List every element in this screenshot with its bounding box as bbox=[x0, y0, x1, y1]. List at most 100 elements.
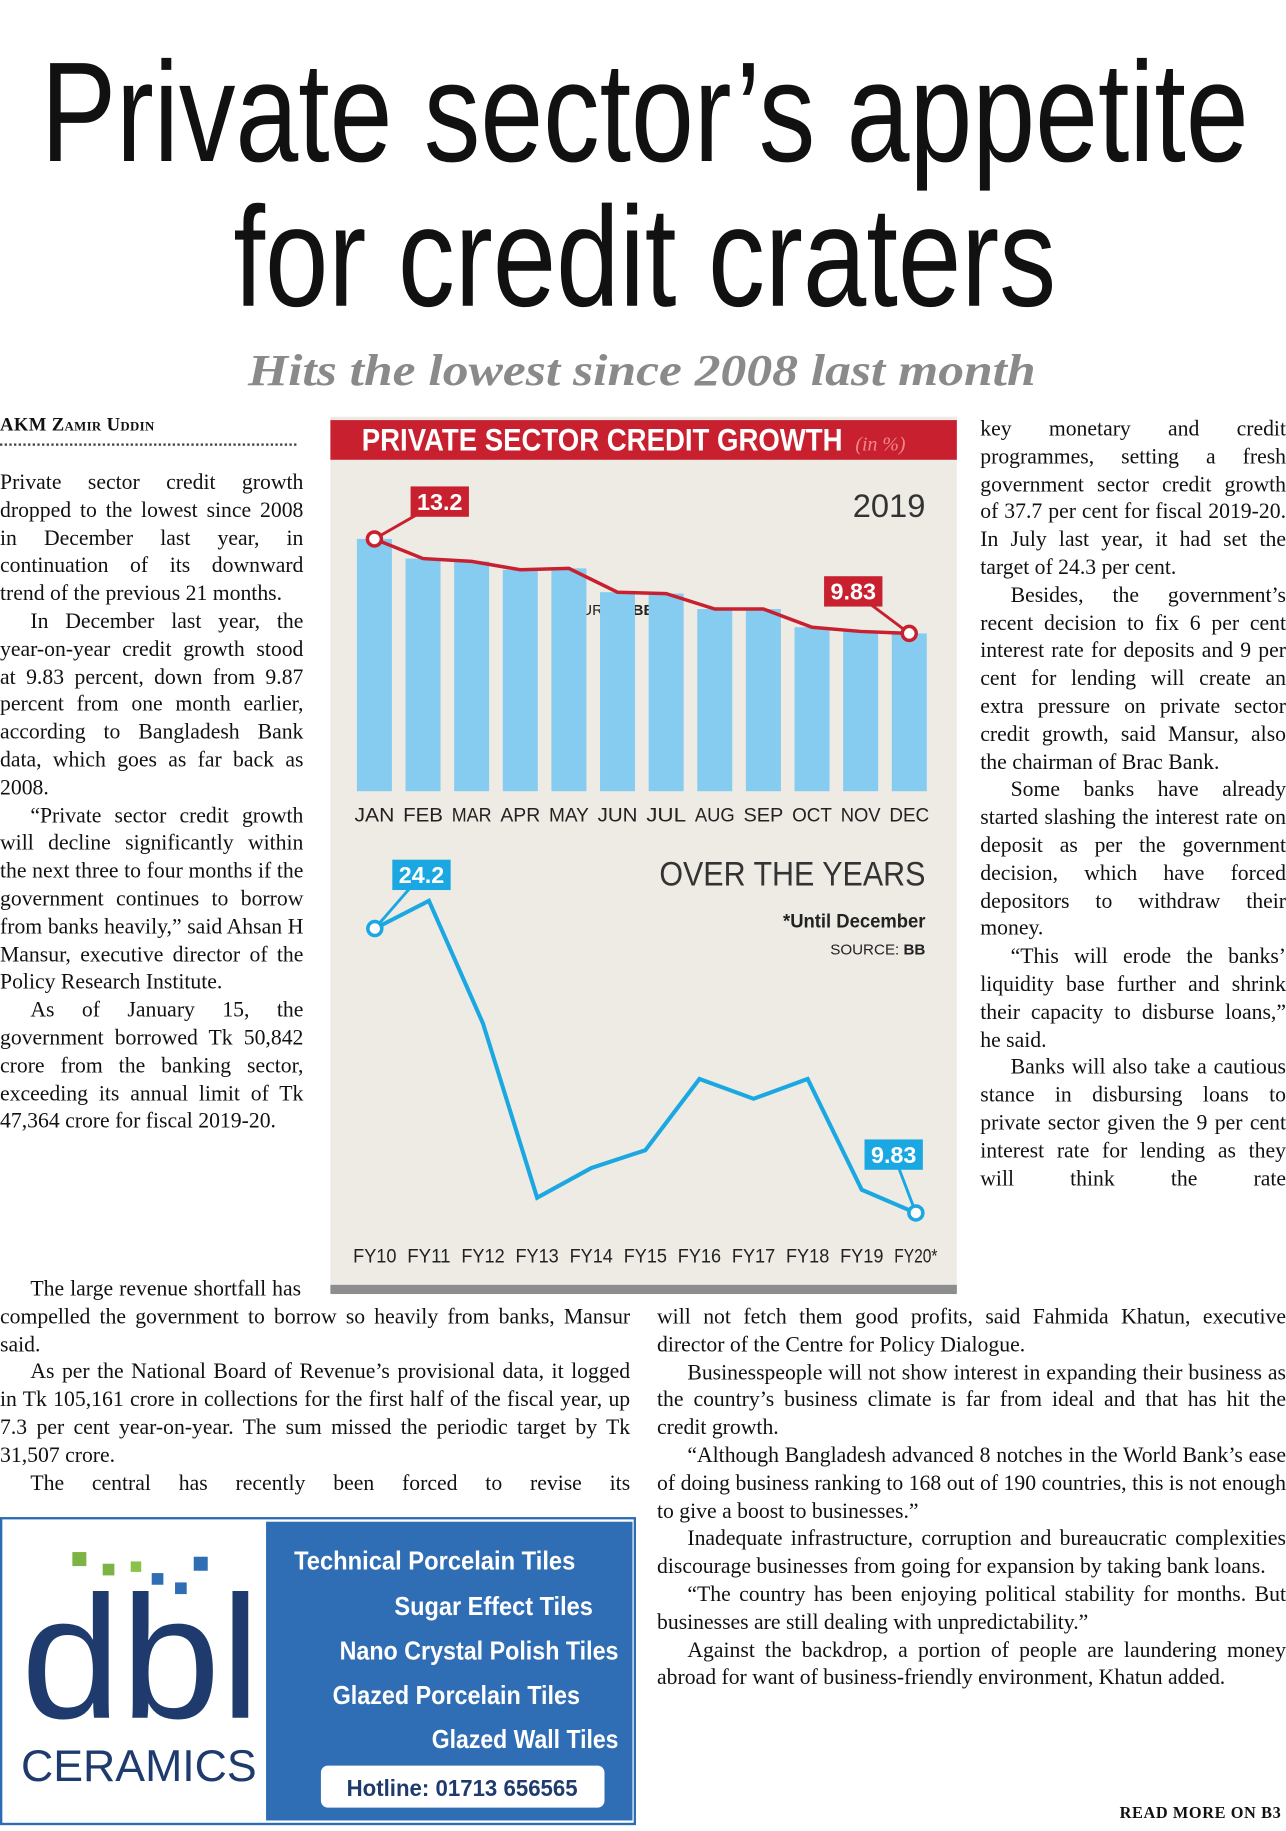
x-tick-label: FY11 bbox=[407, 1246, 450, 1268]
paragraph: The large revenue shortfall has compelle… bbox=[0, 1276, 631, 1357]
x-tick-label: FY20* bbox=[894, 1246, 938, 1268]
logo-square bbox=[130, 1561, 142, 1572]
paragraph: The central has recently been forced to … bbox=[30, 1471, 631, 1496]
column: The large revenue shortfall has compelle… bbox=[0, 1275, 630, 1497]
x-tick-label: FY16 bbox=[678, 1246, 721, 1268]
x-tick-label: FY14 bbox=[570, 1246, 613, 1268]
paragraph: “This will erode the banks’ liquidity ba… bbox=[980, 944, 1286, 1053]
line bbox=[373, 537, 910, 636]
bar bbox=[648, 593, 684, 792]
ad-hotline: Hotline: 01713 656565 bbox=[347, 1775, 578, 1801]
x-tick-label: DEC bbox=[889, 805, 929, 827]
value-label-box bbox=[824, 576, 883, 607]
value-label: 24.2 bbox=[399, 862, 444, 888]
ad-brand: CERAMICS bbox=[21, 1742, 257, 1791]
paragraph: In December last year, the year-on-year … bbox=[0, 609, 304, 801]
point bbox=[365, 530, 384, 548]
paragraph: Banks will also take a cautious stance i… bbox=[980, 1055, 1286, 1191]
chart-panel: PRIVATE SECTOR CREDIT GROWTH (in %) 2019… bbox=[330, 416, 957, 1295]
x-tick-label: MAY bbox=[549, 805, 589, 827]
bar bbox=[502, 569, 538, 792]
bar bbox=[745, 609, 781, 792]
x-tick-label: MAR bbox=[452, 805, 492, 827]
logo-square bbox=[72, 1552, 87, 1567]
x-tick-label: FY15 bbox=[624, 1246, 667, 1268]
logo-square bbox=[151, 1573, 164, 1585]
chart-source: SOURCE: BB bbox=[830, 942, 925, 959]
source: BB bbox=[904, 942, 926, 959]
x-tick-label: FY13 bbox=[515, 1246, 558, 1268]
x-tick-label: OCT bbox=[792, 805, 832, 827]
bar bbox=[356, 538, 392, 792]
value-label-box bbox=[410, 486, 469, 517]
read-more: READ MORE ON B3 bbox=[1119, 1805, 1282, 1823]
paragraph: Besides, the government’s recent decisio… bbox=[980, 583, 1286, 775]
bar bbox=[454, 561, 490, 792]
paragraph: Against the backdrop, a portion of peopl… bbox=[657, 1637, 1286, 1691]
paragraph: Businesspeople will not show interest in… bbox=[657, 1360, 1286, 1441]
x-tick-label: JUN bbox=[598, 805, 638, 827]
chart-subtitle: 2019 bbox=[853, 487, 926, 524]
value-label: 13.2 bbox=[417, 489, 462, 515]
source-label: SOURCE: bbox=[830, 942, 899, 959]
x-tick-label: FY18 bbox=[786, 1246, 829, 1268]
panel-background bbox=[330, 416, 957, 1288]
paragraph: “The country has been enjoying political… bbox=[657, 1582, 1286, 1635]
subtitle: Hits the lowest since 2008 last month bbox=[247, 345, 1036, 395]
bar bbox=[697, 609, 733, 792]
x-tick-label: FY10 bbox=[353, 1246, 396, 1268]
logo-square bbox=[102, 1563, 115, 1576]
headline: Private sector’s appetite bbox=[41, 33, 1249, 192]
bar bbox=[600, 592, 636, 792]
x-tick-label: FY12 bbox=[461, 1246, 504, 1268]
headline: for credit craters bbox=[233, 178, 1056, 337]
x-tick-label: SEP bbox=[743, 805, 783, 827]
paragraph: “Although Bangladesh advanced 8 notches … bbox=[657, 1443, 1286, 1524]
paragraph: “Private sector credit growth will decli… bbox=[0, 803, 304, 995]
bar bbox=[891, 633, 927, 792]
ad-item: Sugar Effect Tiles bbox=[394, 1593, 592, 1621]
x-tick-label: JUL bbox=[646, 805, 686, 827]
x-tick-label: NOV bbox=[841, 805, 882, 827]
point bbox=[900, 624, 919, 643]
bar bbox=[551, 568, 587, 792]
byline: AKM Zamir Uddin bbox=[0, 415, 297, 446]
advertisement: dbl CERAMICS Technical Porcelain Tiles S… bbox=[0, 1517, 636, 1826]
value-label: 9.83 bbox=[871, 1142, 916, 1168]
bar bbox=[794, 627, 830, 792]
ad-logo: dbl bbox=[21, 1561, 260, 1756]
paragraph: will not fetch them good profits, said F… bbox=[657, 1304, 1286, 1357]
paragraph: Private sector credit growth dropped to … bbox=[0, 470, 304, 606]
bar bbox=[843, 631, 879, 792]
panel-header bbox=[330, 420, 957, 460]
point bbox=[366, 919, 384, 938]
ad-item: Nano Crystal Polish Tiles bbox=[340, 1637, 619, 1665]
point bbox=[907, 1204, 925, 1222]
value-label-box bbox=[392, 859, 451, 891]
logo-square bbox=[193, 1556, 208, 1571]
chart-unit: (in %) bbox=[855, 433, 905, 455]
paragraph: Some banks have already started slashing… bbox=[980, 777, 1286, 941]
value-label-box bbox=[864, 1139, 923, 1170]
ad-item: Technical Porcelain Tiles bbox=[294, 1548, 575, 1576]
value-label: 9.83 bbox=[831, 579, 876, 605]
x-tick-label: JAN bbox=[354, 805, 394, 827]
x-tick-label: FY17 bbox=[732, 1246, 775, 1268]
bar bbox=[405, 558, 441, 792]
chart-title: PRIVATE SECTOR CREDIT GROWTH bbox=[362, 421, 843, 457]
column: key monetary and credit programmes, sett… bbox=[980, 415, 1286, 1193]
logo-square bbox=[175, 1582, 187, 1595]
line bbox=[373, 898, 917, 1215]
paragraph: As per the National Board of Revenue’s p… bbox=[0, 1359, 631, 1468]
paragraph: key monetary and credit programmes, sett… bbox=[980, 416, 1286, 580]
x-tick-label: AUG bbox=[695, 805, 735, 827]
ad-item: Glazed Wall Tiles bbox=[432, 1726, 619, 1754]
hotline-box bbox=[320, 1765, 605, 1808]
chart-title: OVER THE YEARS bbox=[659, 856, 925, 894]
header: Private sector’s appetite for credit cra… bbox=[41, 33, 1249, 395]
panel-rule bbox=[330, 1284, 957, 1295]
column: Private sector credit growth dropped to … bbox=[0, 469, 303, 1135]
x-tick-label: FY19 bbox=[840, 1246, 883, 1268]
paragraph: As of January 15, the government borrowe… bbox=[0, 997, 304, 1134]
